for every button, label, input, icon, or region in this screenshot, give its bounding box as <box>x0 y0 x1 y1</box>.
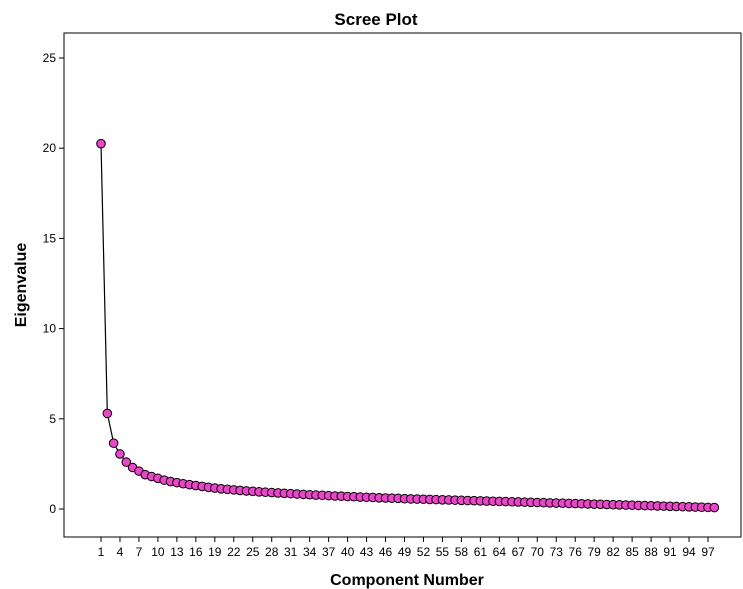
data-points <box>96 138 720 513</box>
series-line <box>100 143 715 509</box>
x-tick-label: 22 <box>227 545 241 559</box>
x-tick-label: 61 <box>474 545 488 559</box>
x-tick-label: 82 <box>606 545 620 559</box>
x-tick-label: 70 <box>531 545 545 559</box>
x-tick-label: 19 <box>208 545 222 559</box>
x-tick-label: 1 <box>98 545 105 559</box>
y-tick-label: 25 <box>43 51 57 65</box>
data-point <box>121 457 132 467</box>
x-tick-label: 4 <box>117 545 124 559</box>
x-tick-label: 10 <box>151 545 165 559</box>
x-tick-label: 25 <box>246 545 260 559</box>
x-tick-label: 58 <box>455 545 469 559</box>
x-tick-label: 91 <box>663 545 677 559</box>
data-point <box>102 408 113 419</box>
y-tick-label: 5 <box>49 412 56 426</box>
data-point <box>115 449 125 459</box>
x-tick-label: 88 <box>644 545 658 559</box>
x-tick-label: 52 <box>417 545 431 559</box>
x-tick-label: 97 <box>701 545 715 559</box>
x-tick-label: 37 <box>322 545 336 559</box>
y-axis: 0 5 10 15 20 25 <box>43 51 64 516</box>
x-tick-label: 49 <box>398 545 412 559</box>
x-tick-label: 73 <box>550 545 564 559</box>
x-tick-label: 28 <box>265 545 279 559</box>
x-tick-label: 67 <box>512 545 526 559</box>
x-tick-label: 40 <box>341 545 355 559</box>
data-point <box>96 138 106 149</box>
x-tick-label: 55 <box>436 545 450 559</box>
y-tick-label: 10 <box>43 322 57 336</box>
x-tick-label: 85 <box>625 545 639 559</box>
y-tick-label: 0 <box>49 502 56 516</box>
chart-title: Scree Plot <box>334 10 417 29</box>
x-tick-label: 7 <box>136 545 143 559</box>
x-tick-label: 79 <box>588 545 602 559</box>
y-tick-label: 15 <box>43 231 57 245</box>
data-point <box>108 438 119 448</box>
plot-frame <box>63 32 742 538</box>
y-tick-label: 20 <box>43 141 57 155</box>
x-tick-label: 16 <box>189 545 203 559</box>
data-point <box>709 502 720 513</box>
x-tick-label: 46 <box>379 545 393 559</box>
x-tick-label: 94 <box>682 545 696 559</box>
x-tick-label: 31 <box>284 545 298 559</box>
x-tick-label: 43 <box>360 545 374 559</box>
x-tick-label: 64 <box>493 545 507 559</box>
x-tick-label: 76 <box>569 545 583 559</box>
x-tick-label: 34 <box>303 545 317 559</box>
x-tick-label: 13 <box>170 545 184 559</box>
x-axis-title: Component Number <box>330 572 484 589</box>
x-axis: 1 4 7 10 13 16 19 22 25 28 31 34 37 40 43 46 49 52 55 58 61 6… <box>98 537 715 559</box>
y-axis-title: Eigenvalue <box>13 243 30 328</box>
